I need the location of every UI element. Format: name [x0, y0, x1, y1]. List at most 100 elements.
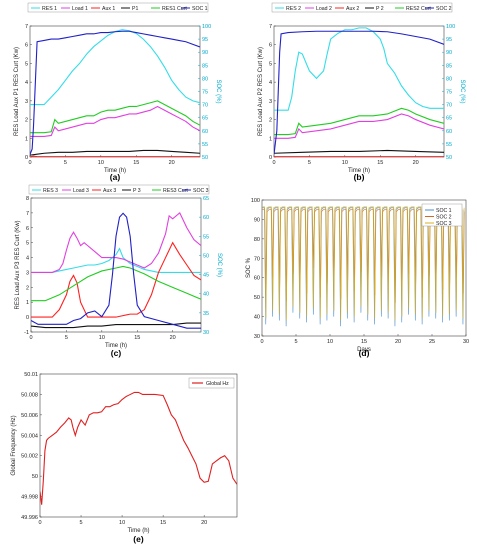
legend-entry: SOC 2	[436, 6, 452, 12]
legend-entry: SOC 1	[192, 6, 208, 12]
panel-label: (a)	[110, 172, 121, 182]
series-line-res1-curt	[30, 100, 200, 134]
y2-tick-label: 65	[202, 116, 208, 122]
chart-panel-b: 0 5 10 15 20 0 1 2 3 4 5 6 7 50 55 60 65 70 75 80 85 90 95 100 T…	[258, 2, 465, 182]
y-tick-label: 3	[26, 270, 29, 276]
x-axis-label: Days	[357, 347, 371, 353]
y-tick-label: 2	[269, 118, 272, 124]
legend-box	[271, 2, 453, 13]
x-tick-label: 10	[99, 335, 105, 341]
legend-entry: RES 2	[286, 6, 301, 12]
y-tick-label: 70	[254, 256, 260, 262]
series-line-res-1	[30, 29, 200, 106]
y2-tick-label: 30	[203, 330, 209, 336]
y-tick-label: 50	[254, 295, 260, 301]
series-line-aux-1	[30, 155, 200, 157]
legend-entry: P 2	[376, 6, 384, 12]
y2-axis-label: SOC (%)	[459, 80, 465, 104]
x-tick-label: 15	[361, 339, 367, 345]
x-tick-label: 10	[119, 520, 125, 526]
legend-entry: RES 1	[42, 6, 57, 12]
legend-entry: Aux 1	[102, 6, 115, 12]
y-axis-label: SOC %	[246, 257, 252, 278]
plot-area-e	[39, 373, 238, 518]
legend-box	[27, 2, 209, 13]
y-tick-label: 0	[269, 155, 272, 161]
x-tick-label: 10	[327, 339, 333, 345]
legend-box	[188, 377, 235, 389]
legend-entry: Aux 3	[103, 188, 116, 194]
y-tick-label: 80	[254, 237, 260, 243]
y2-axis-label: SOC (%)	[216, 253, 222, 277]
y-tick-label: 6	[26, 226, 29, 232]
y2-tick-label: 75	[446, 90, 452, 96]
chart-panel-d: 0 5 10 15 20 25 30 30 40 50 60 70 80 90 100 Days SOC % (d…	[246, 198, 469, 358]
y2-tick-label: 65	[203, 196, 209, 202]
y-tick-label: 50	[32, 474, 38, 480]
chart-panel-e: 0 5 10 15 20 49.996 49.998 50 50.002 50.004 50.006…	[11, 372, 238, 544]
panel-label: (e)	[133, 534, 144, 544]
legend-entry: RES3 Curt	[163, 188, 188, 194]
legend-box	[28, 184, 210, 195]
y-tick-label: 5	[26, 241, 29, 247]
series-line-soc-2	[274, 30, 444, 155]
x-tick-label: 10	[342, 160, 348, 166]
x-tick-label: 5	[308, 160, 311, 166]
x-tick-label: 20	[170, 335, 176, 341]
legend-entry: P 3	[133, 188, 141, 194]
y2-tick-label: 90	[446, 50, 452, 56]
y-tick-label: 2	[25, 118, 28, 124]
plot-area-a	[29, 25, 201, 158]
panel-label: (c)	[111, 348, 122, 358]
x-axis-label: Time (h)	[105, 343, 127, 349]
y-axis-label: RES Load Aux P2 RES Curt (Kw)	[258, 47, 264, 136]
y2-tick-label: 50	[446, 155, 452, 161]
series-line-load-1	[30, 105, 200, 137]
x-tick-label: 10	[98, 160, 104, 166]
y-tick-label: 5	[269, 61, 272, 67]
x-tick-label: 5	[65, 335, 68, 341]
y-tick-label: 6	[25, 43, 28, 49]
y-tick-label: 100	[251, 198, 260, 204]
series-line-soc-1	[30, 30, 200, 155]
x-axis-label: Time (h)	[348, 168, 370, 174]
series-line-global-hz	[40, 391, 237, 505]
x-tick-label: 0	[272, 160, 275, 166]
series-line-aux-3	[31, 241, 201, 318]
y-tick-label: 50.006	[21, 413, 38, 419]
series-line-load-3	[31, 212, 201, 273]
series-group	[40, 391, 237, 505]
legend-entry: Aux 2	[346, 6, 359, 12]
legend-entry: SOC 3	[436, 221, 452, 227]
y-tick-label: 7	[26, 211, 29, 217]
y2-tick-label: 95	[202, 37, 208, 43]
legend-entry: RES1 Curt	[162, 6, 187, 12]
x-tick-label: 30	[463, 339, 469, 345]
x-tick-label: 15	[133, 160, 139, 166]
y2-tick-label: 95	[446, 37, 452, 43]
y-tick-label: -1	[24, 330, 29, 336]
legend-entry: Load 3	[73, 188, 89, 194]
legend-entry: SOC 2	[436, 215, 452, 221]
x-tick-label: 15	[134, 335, 140, 341]
y2-tick-label: 65	[446, 116, 452, 122]
y-tick-label: 49.996	[21, 515, 38, 521]
y-tick-label: 4	[269, 80, 272, 86]
x-tick-label: 20	[201, 520, 207, 526]
legend-entry: P1	[132, 6, 138, 12]
y2-tick-label: 70	[446, 103, 452, 109]
legend-entry: Load 1	[72, 6, 88, 12]
series-line-res3-curt	[31, 265, 201, 302]
y2-tick-label: 55	[202, 142, 208, 148]
y-tick-label: 4	[25, 80, 28, 86]
x-tick-label: 15	[160, 520, 166, 526]
x-tick-label: 5	[294, 339, 297, 345]
x-tick-label: 0	[260, 339, 263, 345]
y2-tick-label: 55	[203, 234, 209, 240]
x-axis-label: Time (h)	[104, 168, 126, 174]
y-tick-label: 0	[25, 155, 28, 161]
y2-tick-label: 60	[202, 129, 208, 135]
chart-panel-a: 0 5 10 15 20 0 1 2 3 4 5 6 7 50 55 60 65 70 75 80 85 90 95 100 T…	[14, 2, 221, 182]
y-tick-label: 49.998	[21, 495, 38, 501]
